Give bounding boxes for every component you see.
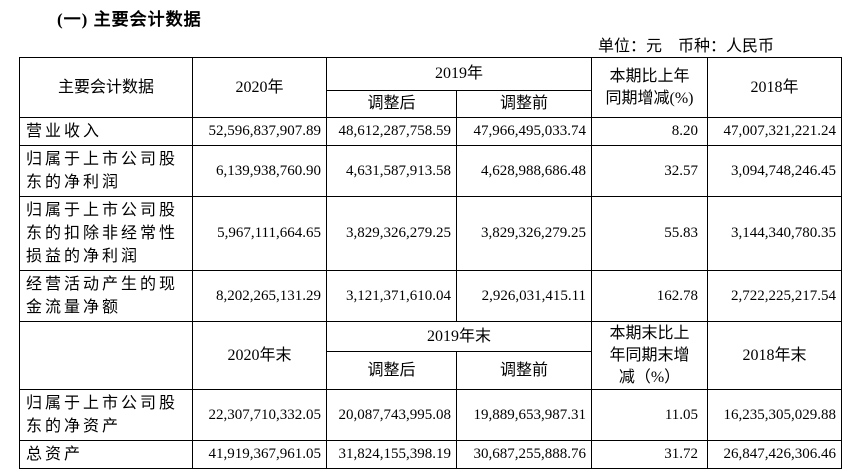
cell-2020: 41,919,367,961.05 [192,440,327,469]
cell-2020: 22,307,710,332.05 [192,389,327,441]
cell-2019-adjusted-before: 30,687,255,888.76 [455,440,593,469]
header-adjusted-before: 调整前 [455,351,593,390]
cell-2018: 3,144,340,780.35 [707,196,843,271]
cell-2019-adjusted-before: 2,926,031,415.11 [455,270,593,322]
header-adjusted-before: 调整前 [455,90,593,118]
period-header-row: 主要会计数据 2020年 2019年 本期比上年同期增减(%) 2018年 [19,57,843,118]
header-2020-end: 2020年末 [192,321,327,390]
header-2018-end: 2018年末 [707,321,843,390]
row-label: 总资产 [19,440,193,469]
unit-currency-note: 单位：元 币种：人民币 [598,38,775,55]
cell-2018: 2,722,225,217.54 [707,270,843,322]
cell-2018: 26,847,426,306.46 [707,440,843,469]
row-label: 归属于上市公司股东的净利润 [19,145,193,197]
cell-2018: 16,235,305,029.88 [707,389,843,441]
header-yoy-change: 本期比上年同期增减(%) [591,57,709,118]
cell-2019-adjusted-after: 3,829,326,279.25 [326,196,457,271]
main-accounting-data-table: 主要会计数据 2020年 2019年 本期比上年同期增减(%) 2018年 调整… [19,57,843,469]
cell-2020: 8,202,265,131.29 [192,270,327,322]
cell-2019-adjusted-after: 20,087,743,995.08 [326,389,457,441]
cell-2020: 6,139,938,760.90 [192,145,327,197]
cell-2019-adjusted-before: 47,966,495,033.74 [455,117,593,146]
section-title: (一) 主要会计数据 [57,10,202,29]
header-2018: 2018年 [707,57,843,118]
header-end-yoy-change: 本期末比上年同期末增减（%） [591,321,709,390]
cell-2019-adjusted-before: 3,829,326,279.25 [455,196,593,271]
header-2019-end: 2019年末 [325,321,593,352]
header-2019: 2019年 [325,57,593,91]
table-row: 归属于上市公司股东的净利润 6,139,938,760.90 4,631,587… [19,145,843,197]
table-row: 归属于上市公司股东的扣除非经常性损益的净利润 5,967,111,664.65 … [19,196,843,271]
cell-2019-adjusted-after: 4,631,587,913.58 [326,145,457,197]
cell-2019-adjusted-after: 31,824,155,398.19 [326,440,457,469]
row-label: 营业收入 [19,117,193,146]
cell-yoy-change: 8.20 [591,117,709,146]
cell-2020: 5,967,111,664.65 [192,196,327,271]
cell-2019-adjusted-before: 19,889,653,987.31 [455,389,593,441]
header-2020: 2020年 [192,57,327,118]
cell-2019-adjusted-after: 3,121,371,610.04 [326,270,457,322]
header-adjusted-after: 调整后 [326,351,457,390]
cell-2019-adjusted-before: 4,628,988,686.48 [455,145,593,197]
cell-yoy-change: 32.57 [591,145,709,197]
period-subheader-row: 调整后 调整前 [20,90,842,118]
header-metric-empty [19,321,193,390]
cell-yoy-change: 55.83 [591,196,709,271]
cell-2018: 47,007,321,221.24 [707,117,843,146]
table-row: 总资产 41,919,367,961.05 31,824,155,398.19 … [19,440,843,469]
table-row: 经营活动产生的现金流量净额 8,202,265,131.29 3,121,371… [19,270,843,322]
table-row: 营业收入 52,596,837,907.89 48,612,287,758.59… [19,117,843,146]
header-adjusted-after: 调整后 [326,90,457,118]
balance-subheader-row: 调整后 调整前 [20,351,842,390]
cell-yoy-change: 162.78 [591,270,709,322]
cell-2019-adjusted-after: 48,612,287,758.59 [326,117,457,146]
cell-2020: 52,596,837,907.89 [192,117,327,146]
row-label: 归属于上市公司股东的净资产 [19,389,193,441]
cell-yoy-change: 31.72 [591,440,709,469]
row-label: 经营活动产生的现金流量净额 [19,270,193,322]
balance-header-row: 2020年末 2019年末 本期末比上年同期末增减（%） 2018年末 [19,321,843,390]
cell-2018: 3,094,748,246.45 [707,145,843,197]
cell-yoy-change: 11.05 [591,389,709,441]
header-metric: 主要会计数据 [19,57,193,118]
table-row: 归属于上市公司股东的净资产 22,307,710,332.05 20,087,7… [19,389,843,441]
row-label: 归属于上市公司股东的扣除非经常性损益的净利润 [19,196,193,271]
